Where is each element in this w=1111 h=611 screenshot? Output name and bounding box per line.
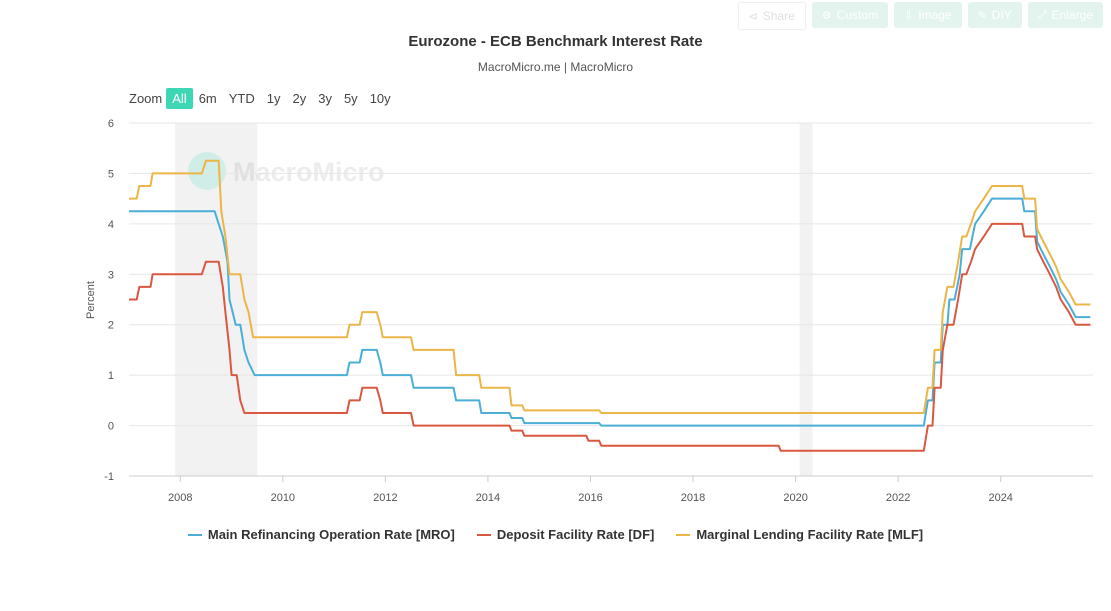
image-label: Image bbox=[918, 8, 952, 22]
y-tick-label: 4 bbox=[108, 219, 114, 231]
x-tick-label: 2010 bbox=[271, 492, 295, 504]
image-button[interactable]: ⇩ Image bbox=[894, 2, 962, 28]
legend-label-df: Deposit Facility Rate [DF] bbox=[496, 527, 655, 542]
chart-title: Eurozone - ECB Benchmark Interest Rate bbox=[408, 33, 703, 50]
x-tick-label: 2020 bbox=[783, 492, 807, 504]
recession-band-1 bbox=[799, 123, 813, 476]
legend-item-df[interactable]: Deposit Facility Rate [DF] bbox=[476, 527, 655, 542]
legend-label-mro: Main Refinancing Operation Rate [MRO] bbox=[207, 527, 455, 542]
expand-icon: ⤢ bbox=[1037, 8, 1047, 21]
pencil-icon: ✎ bbox=[977, 9, 987, 22]
y-axis-label: Percent bbox=[85, 281, 97, 319]
y-tick-label: 3 bbox=[108, 269, 114, 281]
x-tick-label: 2014 bbox=[476, 492, 500, 504]
legend-label-mlf: Marginal Lending Facility Rate [MLF] bbox=[696, 527, 924, 542]
y-tick-label: 0 bbox=[108, 421, 114, 433]
series-lines bbox=[129, 159, 1091, 452]
x-tick-label: 2016 bbox=[578, 492, 602, 504]
y-axis-ticks: 6 5 4 3 2 1 0 -1 bbox=[104, 118, 114, 483]
legend-item-mlf[interactable]: Marginal Lending Facility Rate [MLF] bbox=[676, 527, 923, 542]
zoom-button-5y[interactable]: 5y bbox=[343, 91, 358, 106]
zoom-button-10y[interactable]: 10y bbox=[369, 91, 391, 106]
y-tick-label: 1 bbox=[108, 370, 114, 382]
zoom-button-3y[interactable]: 3y bbox=[318, 91, 332, 106]
diy-button[interactable]: ✎ DIY bbox=[967, 2, 1022, 28]
zoom-button-2y[interactable]: 2y bbox=[292, 91, 307, 106]
custom-label: Custom bbox=[836, 8, 878, 22]
gear-icon: ⚙ bbox=[821, 9, 832, 22]
share-label: Share bbox=[762, 9, 795, 23]
x-tick-label: 2008 bbox=[168, 492, 192, 504]
zoom-button-ytd[interactable]: YTD bbox=[228, 91, 255, 106]
watermark: MacroMicro bbox=[188, 152, 385, 190]
legend-swatch-df bbox=[476, 533, 491, 536]
series-line-df bbox=[129, 222, 1091, 452]
y-tick-label: 5 bbox=[108, 168, 114, 180]
enlarge-button[interactable]: ⤢ Enlarge bbox=[1027, 2, 1103, 28]
zoom-button-all[interactable]: All bbox=[166, 88, 193, 109]
recession-shading bbox=[175, 123, 813, 476]
x-tick-label: 2022 bbox=[886, 492, 910, 504]
watermark-text: MacroMicro bbox=[233, 157, 385, 187]
x-tick-label: 2018 bbox=[681, 492, 705, 504]
series-line-mro bbox=[129, 197, 1091, 427]
chart-subtitle: MacroMicro.me | MacroMicro bbox=[477, 60, 634, 74]
series-line-mlf bbox=[129, 159, 1091, 414]
chart-legend: Main Refinancing Operation Rate [MRO] De… bbox=[0, 527, 1111, 542]
share-icon: ⊲ bbox=[748, 10, 758, 23]
zoom-label: Zoom bbox=[129, 91, 163, 106]
x-tick-label: 2024 bbox=[988, 492, 1012, 504]
share-button[interactable]: ⊲ Share bbox=[737, 2, 806, 30]
legend-item-mro[interactable]: Main Refinancing Operation Rate [MRO] bbox=[187, 527, 455, 542]
zoom-button-6m[interactable]: 6m bbox=[198, 91, 217, 106]
enlarge-label: Enlarge bbox=[1051, 8, 1093, 22]
chart-toolbar: ⊲ Share ⚙ Custom ⇩ Image ✎ DIY ⤢ Enlarge bbox=[737, 2, 1103, 30]
download-icon: ⇩ bbox=[904, 9, 914, 22]
y-tick-label: 6 bbox=[108, 118, 114, 130]
x-axis-ticks: 2008 2010 2012 2014 2016 2018 2020 2022 2024 bbox=[168, 476, 1013, 504]
y-tick-label: 2 bbox=[108, 320, 114, 332]
zoom-button-1y[interactable]: 1y bbox=[266, 91, 281, 106]
legend-swatch-mlf bbox=[676, 533, 691, 536]
x-tick-label: 2012 bbox=[373, 492, 397, 504]
legend-swatch-mro bbox=[187, 533, 202, 536]
custom-button[interactable]: ⚙ Custom bbox=[811, 2, 888, 28]
zoom-selector: Zoom All 6m YTD 1y 2y 3y 5y 10y bbox=[129, 88, 397, 109]
y-tick-label: -1 bbox=[104, 471, 114, 483]
diy-label: DIY bbox=[991, 8, 1012, 22]
